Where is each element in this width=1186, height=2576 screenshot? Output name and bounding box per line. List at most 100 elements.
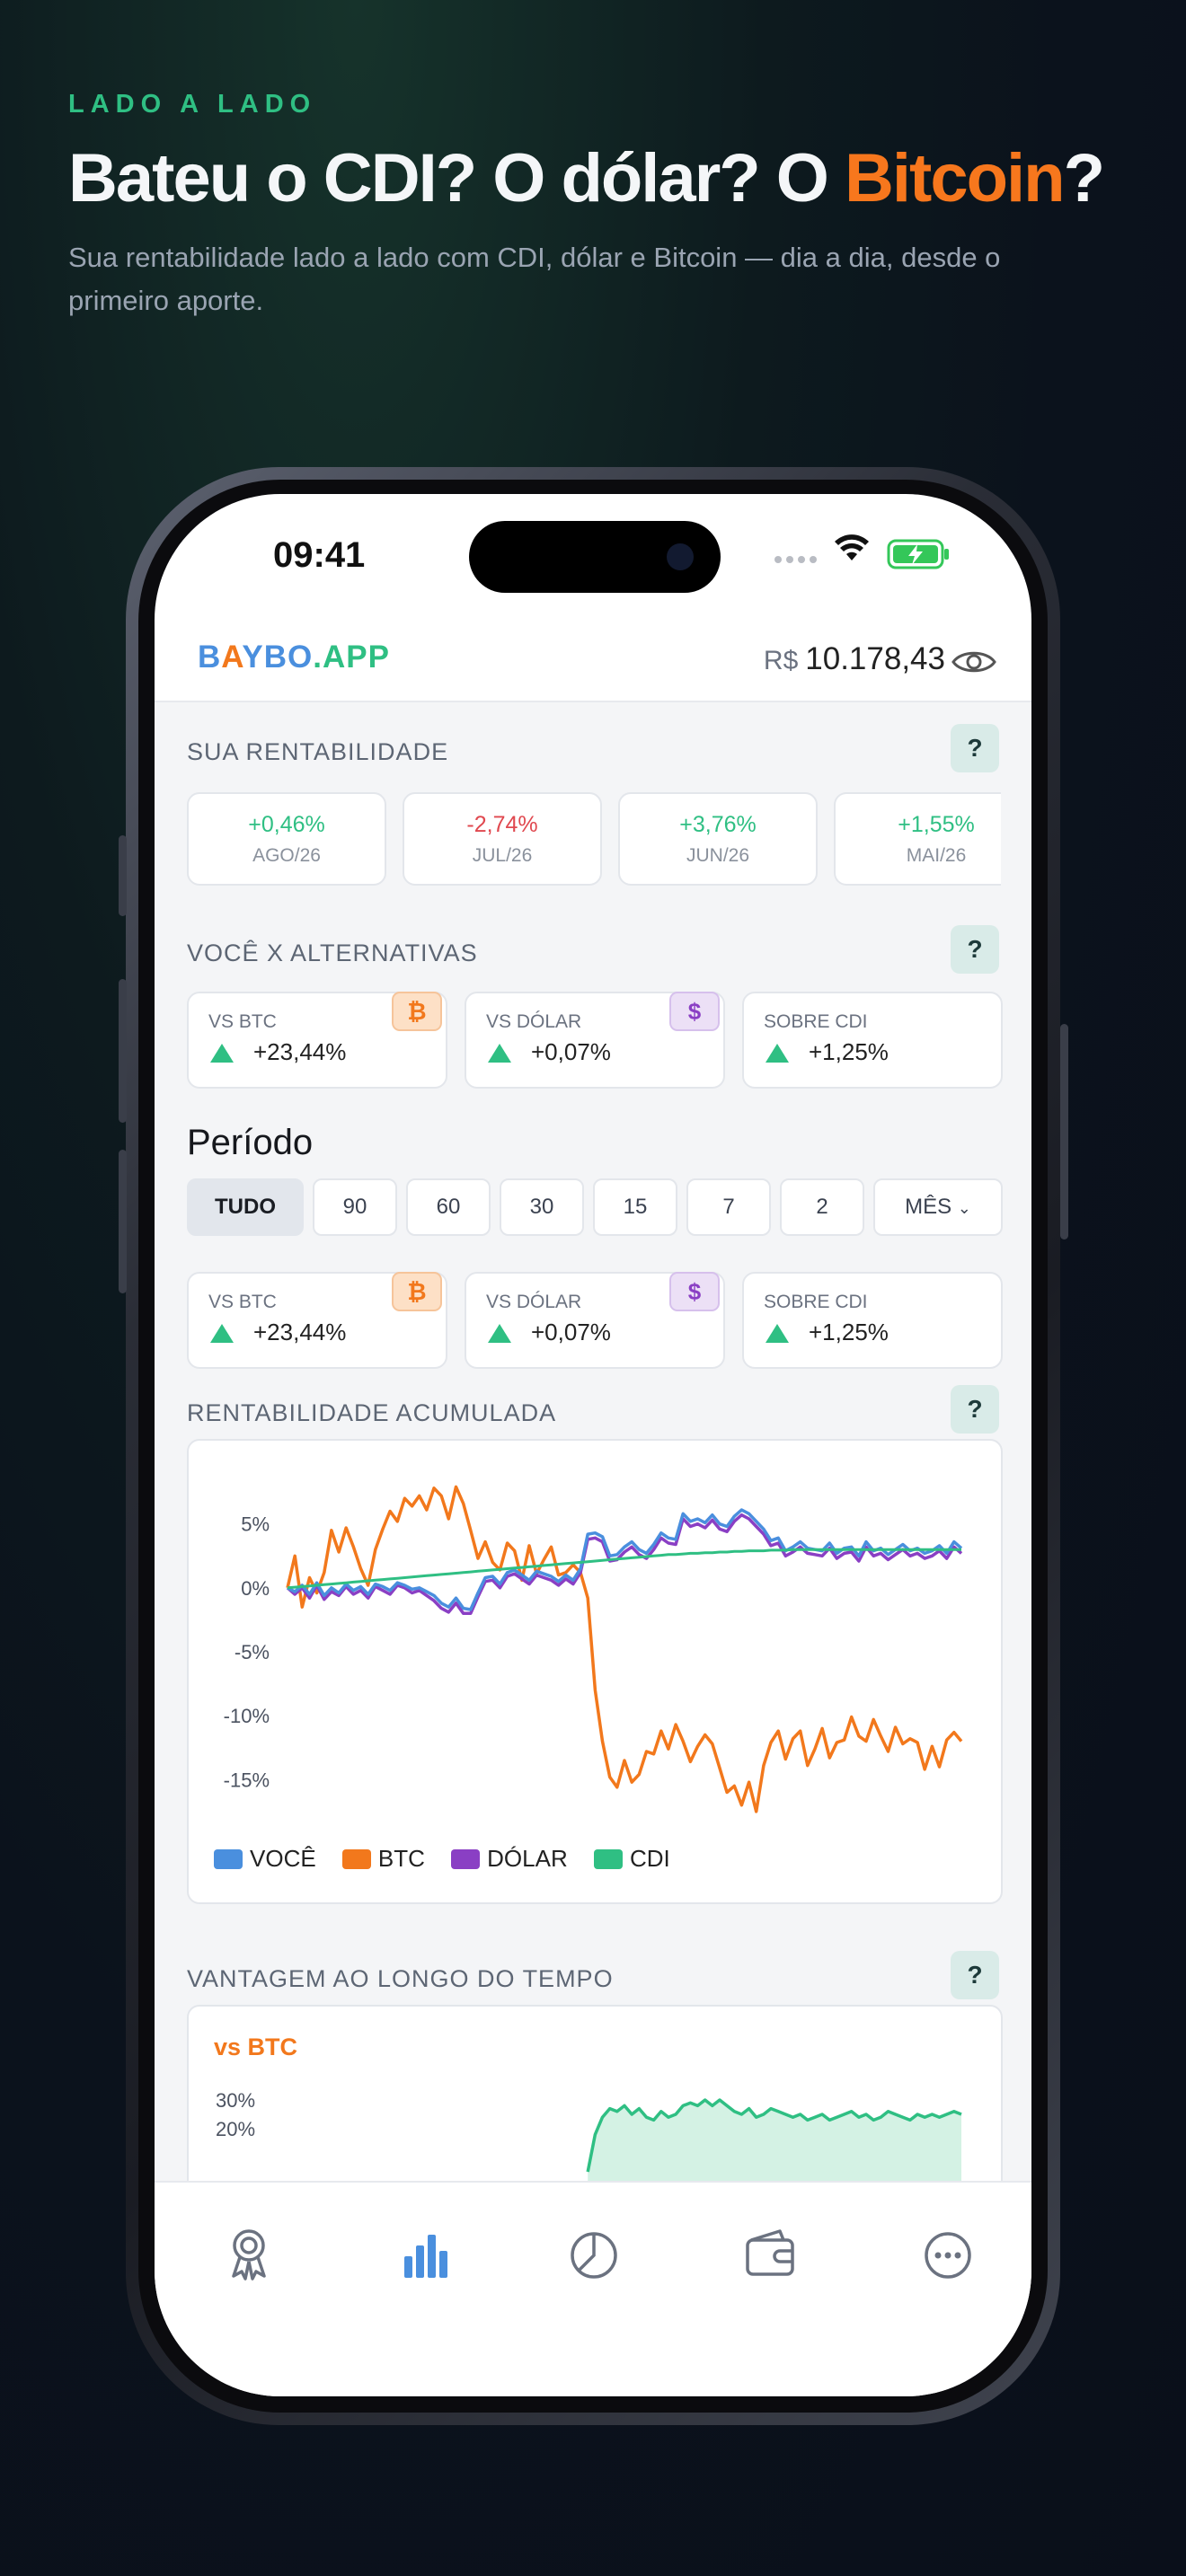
period-compare-card-dolar[interactable]: VS DÓLAR +0,07% $ xyxy=(465,1272,725,1369)
compare-card-dolar[interactable]: VS DÓLAR +0,07% $ xyxy=(465,992,725,1089)
y-tick-label: -5% xyxy=(235,1641,270,1663)
legend-label: BTC xyxy=(377,1845,425,1872)
legend-item-btc[interactable]: BTC xyxy=(341,1845,425,1873)
cumulative-chart-card: 5% 0% -5% -10% -15% VOCÊ BTC DÓLAR CDI xyxy=(187,1439,1003,1904)
y-tick-label: -10% xyxy=(224,1705,270,1727)
period-chip-90[interactable]: 90 xyxy=(313,1178,397,1236)
hero: LADO A LADO Bateu o CDI? O dólar? O Bitc… xyxy=(68,90,1128,322)
y-tick-label: -15% xyxy=(224,1769,270,1791)
balance-value: 10.178,43 xyxy=(805,641,945,676)
hero-kicker: LADO A LADO xyxy=(68,90,317,119)
dollar-icon: $ xyxy=(669,1272,720,1311)
period-compare-card-btc[interactable]: VS BTC +23,44% ₿ xyxy=(187,1272,447,1369)
volume-down-button xyxy=(119,1150,127,1293)
month-card[interactable]: +1,55% MAI/26 xyxy=(834,792,1001,886)
headline-post: ? xyxy=(1063,140,1105,216)
period-chip-mes[interactable]: MÊS ⌄ xyxy=(873,1178,1003,1236)
logo-b: B xyxy=(198,640,222,675)
hero-subtitle: Sua rentabilidade lado a lado com CDI, d… xyxy=(68,241,1001,316)
periodo-title: Período xyxy=(187,1123,314,1162)
y-tick-label: 30% xyxy=(216,2089,255,2112)
legend-label: VOCÊ xyxy=(250,1845,316,1872)
month-value: +0,46% xyxy=(248,812,325,837)
period-chip-tudo[interactable]: TUDO xyxy=(187,1178,304,1236)
period-chip-2[interactable]: 2 xyxy=(780,1178,864,1236)
period-chip-60[interactable]: 60 xyxy=(406,1178,491,1236)
legend-item-dolar[interactable]: DÓLAR xyxy=(451,1845,568,1873)
advantage-chart[interactable]: 30%20% xyxy=(189,2007,1001,2193)
month-value: +1,55% xyxy=(898,812,975,837)
headline-accent: Bitcoin xyxy=(845,140,1066,216)
wallet-icon[interactable] xyxy=(739,2222,801,2285)
compare-label: SOBRE CDI xyxy=(764,1292,868,1312)
pie-chart-icon[interactable] xyxy=(562,2222,625,2285)
wifi-icon xyxy=(835,534,869,560)
advantage-chart-card: vs BTC 30% 20% xyxy=(187,2005,1003,2193)
series-line-dólar xyxy=(286,1513,963,1616)
hero-headline: Bateu o CDI? O dólar? O Bitcoin? xyxy=(68,141,1128,216)
headline-pre: Bateu o CDI? O dólar? O xyxy=(68,140,845,216)
month-value: +3,76% xyxy=(679,812,757,837)
main-content[interactable]: SUA RENTABILIDADE ? +0,46% AGO/26 -2,74%… xyxy=(155,702,1031,2193)
period-chip-30[interactable]: 30 xyxy=(500,1178,584,1236)
up-arrow-icon xyxy=(766,1044,789,1063)
y-tick-label: 20% xyxy=(216,2118,255,2140)
month-period: AGO/26 xyxy=(252,845,321,866)
month-card[interactable]: +0,46% AGO/26 xyxy=(187,792,386,886)
compare-label: VS BTC xyxy=(208,1011,277,1032)
period-chip-7[interactable]: 7 xyxy=(686,1178,771,1236)
side-button xyxy=(119,835,127,916)
compare-label: VS DÓLAR xyxy=(486,1011,582,1032)
help-button-rentabilidade[interactable]: ? xyxy=(951,724,999,772)
section-title-acumulada: RENTABILIDADE ACUMULADA xyxy=(187,1399,557,1426)
compare-value: +0,07% xyxy=(531,1319,611,1345)
month-card[interactable]: +3,76% JUN/26 xyxy=(618,792,818,886)
dynamic-island xyxy=(469,521,721,593)
help-button-alternativas[interactable]: ? xyxy=(951,925,999,974)
legend-label: CDI xyxy=(629,1845,670,1872)
series-line-você xyxy=(287,1508,963,1611)
balance: R$ 10.178,43 xyxy=(764,641,945,677)
month-value: -2,74% xyxy=(466,812,538,837)
period-compare-card-cdi[interactable]: SOBRE CDI +1,25% xyxy=(742,1272,1003,1369)
cumulative-chart[interactable]: 5% 0% -5% -10% -15% xyxy=(189,1441,1001,1827)
tab-bar xyxy=(155,2181,1031,2396)
logo-rest: YBO xyxy=(242,640,314,675)
compare-card-btc[interactable]: VS BTC +23,44% ₿ xyxy=(187,992,447,1089)
period-chip-15[interactable]: 15 xyxy=(593,1178,677,1236)
bitcoin-icon: ₿ xyxy=(392,992,442,1031)
chart-legend: VOCÊ BTC DÓLAR CDI xyxy=(214,1845,690,1873)
compare-value: +1,25% xyxy=(809,1038,889,1065)
compare-label: VS DÓLAR xyxy=(486,1292,582,1312)
compare-value: +0,07% xyxy=(531,1038,611,1065)
dollar-icon: $ xyxy=(669,992,720,1031)
compare-card-cdi[interactable]: SOBRE CDI +1,25% xyxy=(742,992,1003,1089)
legend-item-voce[interactable]: VOCÊ xyxy=(214,1845,316,1873)
period-chip-mes-label: MÊS xyxy=(905,1195,952,1219)
signal-icon xyxy=(774,551,821,568)
legend-item-cdi[interactable]: CDI xyxy=(593,1845,670,1873)
month-period: JUL/26 xyxy=(472,845,533,866)
up-arrow-icon xyxy=(210,1044,234,1063)
bar-chart-icon[interactable] xyxy=(395,2222,458,2285)
up-arrow-icon xyxy=(488,1044,511,1063)
section-title-rentabilidade: SUA RENTABILIDADE xyxy=(187,738,449,765)
chevron-down-icon: ⌄ xyxy=(957,1199,971,1217)
award-icon[interactable] xyxy=(217,2222,280,2285)
app-logo[interactable]: BAYBO.APP xyxy=(198,640,390,675)
eye-icon[interactable] xyxy=(951,647,997,677)
up-arrow-icon xyxy=(210,1324,234,1343)
month-card[interactable]: -2,74% JUL/26 xyxy=(403,792,602,886)
advantage-chart-title: vs BTC xyxy=(214,2033,298,2060)
compare-label: SOBRE CDI xyxy=(764,1011,868,1032)
month-period: JUN/26 xyxy=(686,845,750,866)
section-title-vantagem: VANTAGEM AO LONGO DO TEMPO xyxy=(187,1965,614,1992)
more-icon[interactable] xyxy=(916,2222,979,2285)
phone-screen: 09:41 BAYBO.APP R$ 10.178,43 SUA RENTABIL… xyxy=(155,494,1031,2396)
series-line-btc xyxy=(286,1485,963,1813)
logo-app: .APP xyxy=(313,640,390,675)
power-button xyxy=(1060,1024,1068,1239)
help-button-acumulada[interactable]: ? xyxy=(951,1385,999,1434)
help-button-vantagem[interactable]: ? xyxy=(951,1951,999,1999)
y-tick-label: 0% xyxy=(241,1577,270,1600)
